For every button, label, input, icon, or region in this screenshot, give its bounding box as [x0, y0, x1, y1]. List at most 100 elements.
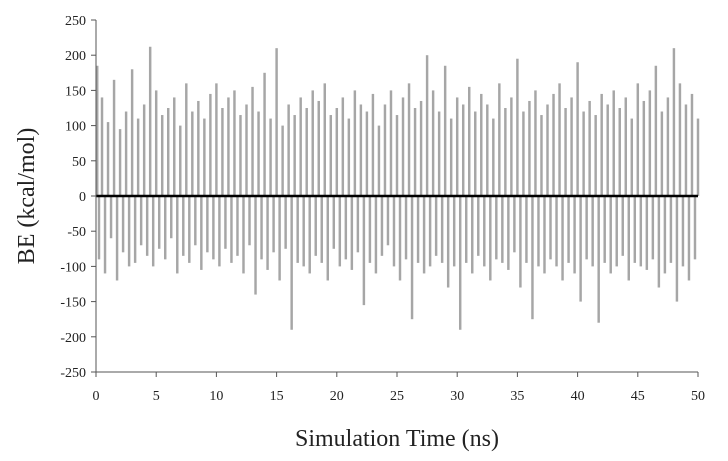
x-tick-label: 30	[450, 389, 464, 404]
energy-bar	[425, 55, 429, 197]
energy-bar	[133, 196, 137, 263]
energy-bar	[109, 196, 113, 239]
energy-bar	[389, 90, 393, 196]
energy-bar	[567, 196, 570, 263]
y-tick-label: 250	[65, 14, 86, 29]
energy-bar	[356, 196, 360, 253]
energy-bar	[179, 125, 182, 196]
energy-bar	[546, 104, 549, 196]
energy-bar	[687, 196, 691, 281]
energy-bar	[142, 104, 146, 196]
energy-bar	[416, 196, 420, 263]
energy-bar	[347, 118, 351, 196]
energy-bar	[188, 196, 191, 263]
energy-bar	[471, 196, 474, 274]
energy-bar	[564, 108, 567, 196]
bars-layer	[96, 46, 700, 330]
energy-bar	[302, 196, 305, 267]
energy-bar	[461, 104, 465, 196]
energy-bar	[477, 196, 480, 256]
energy-bar	[350, 196, 354, 270]
energy-bar	[173, 97, 176, 196]
energy-bar	[275, 48, 278, 196]
energy-bar	[338, 196, 342, 267]
energy-bar	[209, 93, 212, 196]
x-tick-label: 15	[270, 389, 284, 404]
energy-bar	[206, 196, 209, 253]
energy-bar	[359, 104, 363, 196]
x-tick-label: 40	[571, 389, 585, 404]
energy-bar	[660, 111, 664, 196]
energy-bar	[627, 196, 630, 281]
energy-bar	[492, 118, 495, 196]
energy-bar	[440, 196, 444, 263]
energy-bar	[371, 93, 375, 196]
energy-bar	[160, 115, 164, 196]
energy-bar	[383, 104, 387, 196]
energy-bar	[639, 196, 643, 267]
energy-bar	[615, 196, 618, 267]
energy-bar	[380, 196, 384, 256]
energy-bar	[377, 125, 381, 196]
energy-bar	[510, 97, 513, 196]
energy-bar	[299, 97, 302, 196]
y-tick-label: -200	[60, 331, 86, 346]
energy-bar	[248, 196, 251, 246]
energy-bar	[224, 196, 227, 249]
energy-bar	[603, 196, 606, 263]
energy-bar	[501, 196, 504, 263]
energy-bar	[278, 196, 281, 281]
energy-bar	[489, 196, 492, 281]
energy-bar	[576, 62, 579, 196]
energy-bar	[284, 196, 287, 249]
energy-bar	[531, 196, 534, 320]
energy-bar	[413, 108, 417, 196]
energy-bar	[118, 129, 122, 196]
energy-bar	[597, 196, 600, 323]
x-axis-title: Simulation Time (ns)	[295, 426, 499, 452]
energy-bar	[251, 86, 254, 196]
axes-layer	[91, 19, 699, 377]
energy-bar	[362, 196, 366, 306]
x-tick-label: 35	[510, 389, 524, 404]
energy-bar	[293, 115, 296, 196]
energy-bar	[582, 111, 585, 196]
energy-bar	[507, 196, 510, 270]
energy-bar	[176, 196, 179, 274]
x-tick-label: 5	[153, 389, 160, 404]
energy-bar	[287, 104, 290, 196]
energy-bar	[212, 196, 215, 260]
energy-bar	[404, 196, 408, 260]
energy-bar	[407, 83, 411, 196]
energy-bar	[540, 115, 543, 196]
energy-bar	[624, 97, 627, 196]
x-tick-label: 45	[631, 389, 645, 404]
energy-bar	[121, 196, 125, 253]
energy-bar	[257, 111, 260, 196]
energy-bar	[513, 196, 516, 253]
energy-bar	[651, 196, 655, 260]
y-tick-label: -50	[67, 225, 86, 240]
energy-bar	[314, 196, 317, 256]
energy-bar	[368, 196, 372, 263]
energy-bar	[320, 196, 323, 263]
energy-bar	[410, 196, 414, 320]
energy-bar	[642, 100, 646, 196]
y-tick-label: -250	[60, 366, 86, 381]
energy-bar	[684, 104, 688, 196]
energy-bar	[392, 196, 396, 267]
x-tick-label: 20	[330, 389, 344, 404]
energy-bar	[115, 196, 119, 281]
energy-bar	[594, 115, 597, 196]
energy-bar	[621, 196, 624, 256]
energy-bar	[341, 97, 345, 196]
energy-bar	[606, 104, 609, 196]
y-tick-label: 150	[65, 84, 86, 99]
energy-bar	[480, 93, 483, 196]
energy-bar	[281, 125, 284, 196]
energy-bar	[455, 97, 459, 196]
energy-bar	[344, 196, 348, 260]
energy-bar	[221, 108, 224, 196]
energy-bar	[305, 108, 308, 196]
energy-bar	[434, 196, 438, 256]
